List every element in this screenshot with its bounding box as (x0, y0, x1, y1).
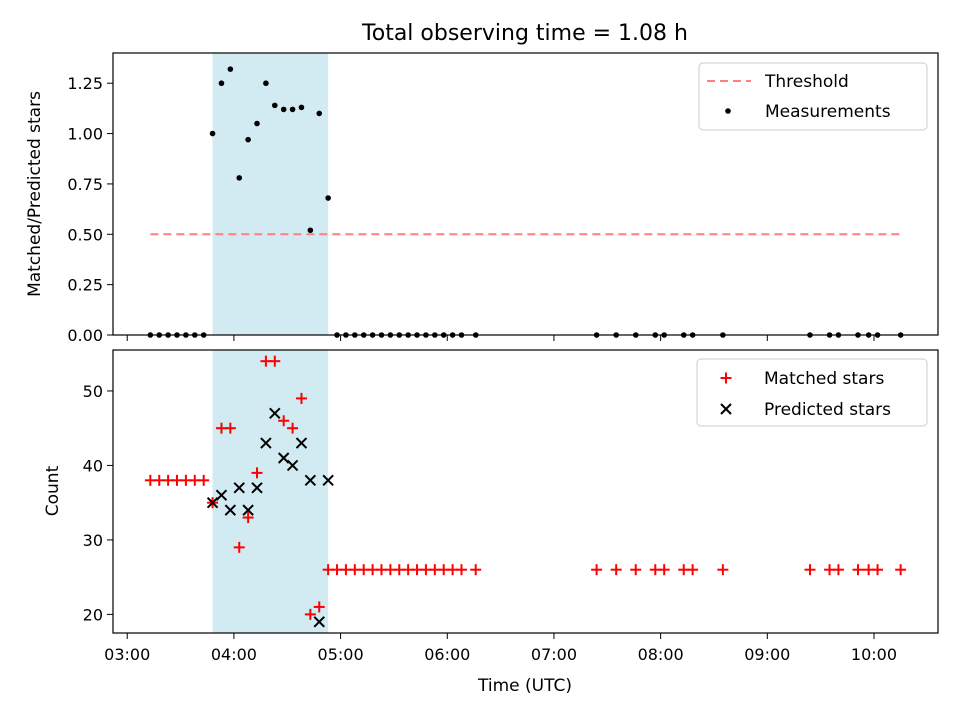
predicted-star-point (277, 452, 290, 464)
matched-star-point (630, 564, 642, 576)
matched-star-point (852, 564, 864, 576)
top-y-tick-label: 0.00 (67, 326, 103, 345)
bottom-panel-frame (112, 349, 939, 634)
matched-star-point (804, 564, 816, 576)
x-tick-label: 08:00 (638, 645, 684, 664)
measurement-point (316, 110, 323, 117)
matched-star-point (313, 601, 325, 613)
measurement-point (289, 106, 296, 113)
x-tick-label: 09:00 (744, 645, 790, 664)
matched-star-point (610, 564, 622, 576)
legend-predicted-label: Predicted stars (764, 400, 891, 420)
matched-star-point (832, 564, 844, 576)
predicted-star-point (304, 474, 317, 487)
matched-star-point (717, 564, 729, 576)
matched-star-point (233, 541, 245, 553)
x-tick-label: 06:00 (424, 645, 470, 664)
matched-star-point (278, 415, 290, 427)
predicted-star-point (215, 489, 228, 501)
matched-star-point (895, 564, 907, 576)
top-panel-frame (112, 52, 939, 336)
measurement-point (209, 130, 216, 137)
predicted-star-point (224, 504, 237, 516)
bottom-y-tick-label: 20 (83, 605, 103, 624)
matched-star-point (295, 392, 307, 404)
predicted-star-point (295, 437, 308, 449)
matched-star-point (658, 564, 670, 576)
matched-star-point (591, 564, 603, 576)
top-panel: 0.00 0.25 0.50 0.75 1.00 1.25 Matched/Predict… (25, 52, 939, 345)
bottom-y-tick-label: 50 (83, 382, 103, 401)
legend-matched-label: Matched stars (764, 369, 884, 389)
matched-star-point (224, 422, 236, 434)
matched-star-point (455, 564, 467, 576)
measurement-point (271, 102, 278, 109)
top-y-tick-label: 1.00 (67, 125, 103, 144)
top-legend-box (698, 62, 928, 131)
bottom-shaded-region (212, 350, 329, 633)
top-y-tick-label: 1.25 (67, 74, 103, 93)
measurement-point (263, 80, 269, 87)
matched-star-point (287, 422, 299, 434)
bottom-y-axis-label: Count (43, 465, 63, 516)
predicted-star-point (233, 482, 245, 494)
bottom-panel: 20 30 40 50 03:00 04:00 05:00 06:00 07:00 08:00 0… (43, 349, 939, 696)
measurement-point (227, 66, 234, 72)
bottom-legend-box (696, 358, 928, 427)
legend-threshold-label: Threshold (764, 72, 849, 92)
top-legend: Threshold Measurements (698, 62, 928, 131)
predicted-star-point (251, 482, 263, 494)
matched-star-point (687, 564, 699, 576)
measurement-point (298, 104, 305, 111)
predicted-star-point (269, 407, 281, 420)
top-y-tick-label: 0.75 (67, 175, 103, 194)
x-tick-label: 05:00 (318, 645, 364, 664)
top-y-tick-label: 0.25 (67, 276, 103, 295)
legend-measurements-label: Measurements (765, 102, 891, 122)
matched-star-point (304, 608, 316, 620)
matched-star-point (251, 467, 263, 479)
chart-title: Total observing time = 1.08 h (361, 21, 688, 46)
x-tick-label: 10:00 (851, 645, 897, 664)
top-y-axis-label: Matched/Predicted stars (25, 91, 45, 297)
x-tick-label: 03:00 (104, 645, 150, 664)
predicted-star-point (313, 616, 325, 628)
matched-star-point (470, 564, 482, 576)
top-y-tick-label: 0.50 (67, 225, 103, 244)
measurement-point (325, 195, 331, 201)
matched-star-point (872, 564, 884, 576)
x-tick-label: 07:00 (531, 645, 577, 664)
matched-star-point (242, 512, 254, 524)
top-shaded-region (212, 53, 329, 335)
matched-star-point (269, 355, 281, 367)
measurement-point (280, 106, 287, 113)
legend-measurements-swatch (725, 108, 731, 114)
matched-star-point (198, 474, 210, 486)
measurement-point (307, 227, 314, 234)
legend-predicted-swatch (720, 403, 732, 415)
x-tick-label: 04:00 (211, 645, 257, 664)
predicted-star-point (242, 504, 254, 516)
predicted-star-point (260, 437, 272, 449)
predicted-star-point (322, 474, 334, 487)
measurement-point (254, 120, 260, 127)
bottom-legend: Matched stars Predicted stars (696, 358, 928, 427)
predicted-star-point (206, 496, 219, 509)
bottom-y-tick-label: 30 (83, 531, 103, 550)
x-axis-label: Time (UTC) (477, 676, 572, 696)
measurement-point (236, 175, 243, 181)
legend-matched-swatch (720, 372, 732, 384)
predicted-star-point (286, 459, 299, 472)
bottom-y-tick-label: 40 (83, 456, 103, 475)
measurement-point (218, 80, 225, 87)
measurement-point (245, 136, 251, 143)
